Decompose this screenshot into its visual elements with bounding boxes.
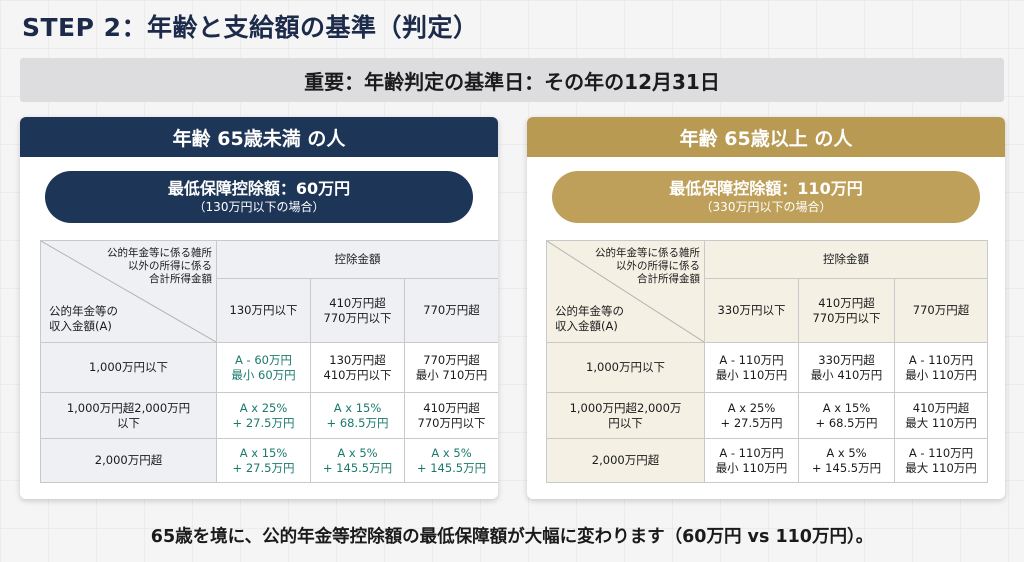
table-row: 2,000万円超 A x 15% + 27.5万円 A x 5% + 145.5万円… [40, 438, 498, 483]
table-row: 1,000万円超2,000万円以下 A x 25%+ 27.5万円 A x 15… [40, 392, 498, 439]
table-row: 2,000万円超 A - 110万円 最小 110万円 A x 5% + 145.5… [546, 438, 989, 483]
table-cell: A - 110万円 最大 110万円 [893, 438, 989, 483]
table-cell: 130万円超 410万円以下 [310, 342, 405, 393]
table-corner-diagonal-cell: 公的年金等に係る雑所 以外の所得に係る 合計所得金額 公的年金等の 収入金額(A) [546, 240, 705, 343]
page-title: STEP 2：年齢と支給額の基準（判定） [22, 13, 479, 42]
under-65-header: 年齢 65歳未満 の人 [20, 117, 498, 157]
table-cell: A x 5% + 145.5万円 [798, 438, 895, 483]
under-65-panel: 年齢 65歳未満 の人 最低保障控除額：60万円 （130万円以下の場合） 公的… [20, 117, 498, 499]
column-header: 330万円以下 [704, 278, 799, 343]
row-header: 2,000万円超 [546, 438, 705, 483]
table-cell: A x 15% + 68.5万円 [310, 392, 405, 439]
table-cell: A - 110万円 最小 110万円 [704, 342, 799, 393]
corner-bottom-label: 公的年金等の 収入金額(A) [49, 304, 118, 333]
table-cell: A - 110万円 最小 110万円 [893, 342, 989, 393]
column-header: 130万円以下 [216, 278, 311, 343]
over-65-header: 年齢 65歳以上 の人 [527, 117, 1005, 157]
table-cell: A x 25% + 27.5万円 [704, 392, 799, 439]
table-cell: 410万円超 770万円以下 [403, 392, 498, 439]
table-corner-diagonal-cell: 公的年金等に係る雑所 以外の所得に係る 合計所得金額 公的年金等の 収入金額(A) [40, 240, 217, 343]
reference-date-banner: 重要：年齢判定の基準日：その年の12月31日 [20, 58, 1004, 102]
table-cell: 410万円超 最大 110万円 [893, 392, 989, 439]
deduction-amount-group-header: 控除金額 [215, 240, 498, 279]
corner-top-label: 公的年金等に係る雑所 以外の所得に係る 合計所得金額 [595, 247, 700, 285]
table-row: 1,000万円以下 A - 60万円 最小 60万円 130万円超 410万円以下 … [40, 342, 498, 393]
column-header: 770万円超 [403, 278, 498, 343]
column-header: 770万円超 [893, 278, 989, 343]
over-65-panel: 年齢 65歳以上 の人 最低保障控除額：110万円 （330万円以下の場合） 公… [527, 117, 1005, 499]
table-cell: 770万円超 最小 710万円 [403, 342, 498, 393]
table-cell: A - 60万円 最小 60万円 [216, 342, 311, 393]
over-65-deduction-table: 公的年金等に係る雑所 以外の所得に係る 合計所得金額 公的年金等の 収入金額(A) 控… [546, 240, 989, 483]
footer-summary: 65歳を境に、公的年金等控除額の最低保障額が大幅に変わります（60万円 vs 1… [150, 527, 874, 547]
corner-top-label: 公的年金等に係る雑所 以外の所得に係る 合計所得金額 [107, 247, 212, 285]
table-cell: A x 25% + 27.5万円 [216, 392, 311, 439]
table-cell: A x 15% + 68.5万円 [798, 392, 895, 439]
pill-sub-text: （330万円以下の場合） [700, 200, 832, 214]
pill-main-text: 最低保障控除額：60万円 [167, 179, 351, 198]
pill-sub-text: （130万円以下の場合） [193, 200, 325, 214]
column-header: 410万円超 770万円以下 [798, 278, 895, 343]
deduction-amount-group-header: 控除金額 [703, 240, 989, 279]
under-65-minimum-deduction-pill: 最低保障控除額：60万円 （130万円以下の場合） [45, 171, 473, 223]
table-cell: A - 110万円 最小 110万円 [704, 438, 799, 483]
row-header: 1,000万円以下 [40, 342, 217, 393]
row-header: 2,000万円超 [40, 438, 217, 483]
row-header: 1,000万円超2,000万円以下 [546, 392, 705, 439]
table-row: 1,000万円以下 A - 110万円 最小 110万円 330万円超 最小 410… [546, 342, 989, 393]
table-cell: A x 5% + 145.5万円 [310, 438, 405, 483]
table-row: 1,000万円超2,000万円以下 A x 25%+ 27.5万円 A x 15… [546, 392, 989, 439]
corner-bottom-label: 公的年金等の 収入金額(A) [555, 304, 624, 333]
row-header: 1,000万円以下 [546, 342, 705, 393]
table-cell: A x 5% + 145.5万円 [403, 438, 498, 483]
table-cell: A x 15% + 27.5万円 [216, 438, 311, 483]
over-65-minimum-deduction-pill: 最低保障控除額：110万円 （330万円以下の場合） [552, 171, 980, 223]
under-65-deduction-table: 公的年金等に係る雑所 以外の所得に係る 合計所得金額 公的年金等の 収入金額(A) 控… [40, 240, 498, 483]
column-header: 410万円超 770万円以下 [310, 278, 405, 343]
pill-main-text: 最低保障控除額：110万円 [669, 179, 863, 198]
row-header: 1,000万円超2,000万円以下 [40, 392, 217, 439]
table-cell: 330万円超 最小 410万円 [798, 342, 895, 393]
